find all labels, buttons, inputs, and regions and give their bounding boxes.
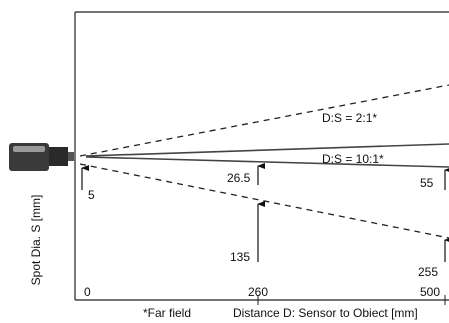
footnote-far-field: *Far field xyxy=(143,306,191,320)
spot-label-55: 55 xyxy=(420,176,434,190)
distance-label-0: 0 xyxy=(84,285,91,299)
wide-cone-upper-line xyxy=(79,84,449,157)
wide-cone-lower-line xyxy=(79,163,449,239)
ratio-label-wide: D:S = 2:1* xyxy=(322,111,377,125)
spot-label-5: 5 xyxy=(88,188,95,202)
narrow-cone-lower-line xyxy=(85,156,449,168)
ratio-label-narrow: D:S = 10:1* xyxy=(322,152,384,166)
spot-label-255: 255 xyxy=(418,265,438,279)
distance-label-500: 500 xyxy=(420,285,440,299)
spot-label-26-5: 26.5 xyxy=(227,171,251,185)
y-axis-label: Spot Dia. S [mm] xyxy=(29,195,43,286)
spot-label-135: 135 xyxy=(230,250,250,264)
narrow-cone-upper-line xyxy=(85,143,449,157)
x-axis-label: Distance D: Sensor to Obiect [mm] xyxy=(233,306,418,320)
ir-sensor-icon xyxy=(9,143,74,171)
distance-label-260: 260 xyxy=(248,285,268,299)
